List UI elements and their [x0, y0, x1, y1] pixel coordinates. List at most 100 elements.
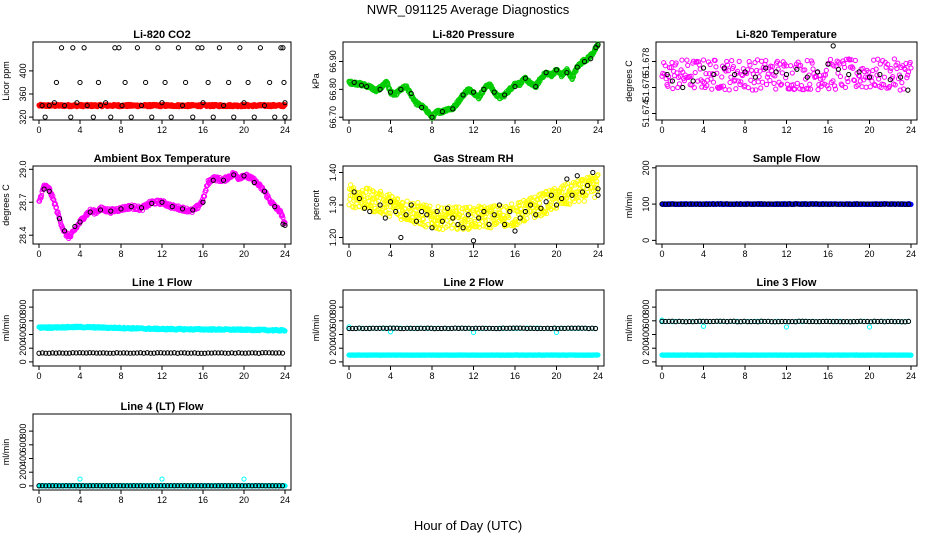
data-point	[97, 207, 104, 213]
data-point	[807, 81, 813, 87]
data-point	[179, 102, 186, 109]
data-point	[77, 79, 83, 86]
x-tick-label: 8	[742, 371, 747, 381]
series-1	[36, 323, 288, 334]
data-point	[512, 83, 518, 90]
x-tick-label: 8	[118, 125, 123, 135]
data-point	[763, 58, 769, 64]
data-point	[241, 173, 247, 179]
panel-title: Line 1 Flow	[132, 277, 192, 289]
data-point	[668, 64, 674, 71]
data-point	[792, 86, 798, 92]
data-point	[112, 45, 118, 51]
data-point	[700, 65, 707, 71]
data-point	[905, 69, 912, 75]
data-point	[46, 188, 52, 194]
data-point	[856, 69, 862, 75]
y-tick-label: 0	[641, 359, 651, 364]
data-point	[739, 72, 746, 79]
data-point	[149, 200, 155, 206]
data-point	[759, 79, 766, 85]
data-point	[719, 74, 725, 80]
x-tick-label: 0	[346, 125, 351, 135]
series-2	[39, 45, 288, 120]
data-point	[95, 79, 102, 86]
data-point	[226, 79, 232, 86]
data-point	[709, 86, 715, 92]
data-point	[685, 62, 691, 68]
data-point	[251, 114, 257, 120]
x-tick-label: 24	[906, 249, 916, 259]
y-tick-label: 320	[18, 110, 28, 125]
plot-frame	[342, 41, 605, 121]
panel-title: Li-820 Pressure	[433, 29, 515, 41]
data-point	[669, 78, 675, 84]
data-point	[700, 57, 707, 63]
x-tick-label: 24	[280, 125, 290, 135]
data-point	[837, 73, 844, 80]
data-point	[280, 45, 286, 51]
panel-title: Gas Stream RH	[433, 153, 513, 165]
data-point	[169, 204, 175, 210]
data-point	[522, 75, 528, 81]
data-point	[241, 100, 247, 106]
data-point	[680, 69, 686, 75]
panel-title: Ambient Box Temperature	[94, 153, 231, 165]
data-point	[70, 45, 76, 51]
y-tick-label: 51.674	[641, 100, 651, 128]
data-point	[574, 173, 580, 179]
data-point	[897, 87, 903, 93]
data-point	[752, 74, 758, 80]
x-tick-label: 16	[823, 125, 833, 135]
data-point	[564, 70, 570, 76]
y-axis-label: ml/min	[624, 192, 634, 219]
x-tick-label: 12	[468, 125, 478, 135]
data-point	[878, 84, 884, 91]
data-point	[807, 86, 814, 92]
data-point	[379, 207, 385, 214]
data-point	[742, 69, 748, 75]
series-2	[36, 350, 286, 356]
data-point	[482, 218, 489, 224]
data-point	[377, 86, 383, 92]
data-point	[832, 86, 839, 92]
data-point	[408, 90, 414, 97]
data-point	[859, 84, 865, 90]
y-tick-label: 1.40	[328, 164, 338, 182]
x-tick-label: 12	[781, 371, 791, 381]
data-point	[155, 45, 161, 51]
x-tick-label: 20	[864, 371, 874, 381]
x-tick-label: 8	[118, 371, 123, 381]
series-1	[346, 41, 601, 121]
data-point	[168, 114, 174, 120]
series-2	[351, 42, 601, 120]
data-point	[871, 57, 877, 63]
y-tick-label: 200	[641, 160, 651, 175]
data-point	[205, 79, 211, 86]
data-point	[729, 58, 735, 64]
data-point	[220, 177, 227, 183]
data-point	[237, 45, 243, 51]
data-point	[84, 102, 90, 109]
data-point	[773, 69, 779, 75]
data-point	[481, 86, 487, 92]
data-point	[491, 89, 497, 95]
x-tick-label: 20	[239, 125, 249, 135]
data-point	[490, 215, 496, 221]
data-point	[389, 194, 395, 200]
data-point	[387, 213, 393, 219]
data-point	[802, 67, 808, 73]
data-point	[143, 79, 149, 86]
x-tick-label: 20	[864, 125, 874, 135]
data-point	[876, 76, 882, 82]
data-point	[895, 60, 901, 66]
data-point	[739, 71, 745, 78]
x-tick-label: 4	[701, 125, 706, 135]
data-point	[128, 114, 134, 120]
data-point	[74, 100, 80, 106]
data-point	[564, 176, 570, 182]
x-tick-label: 16	[510, 249, 520, 259]
data-point	[708, 76, 714, 82]
data-point	[470, 238, 477, 244]
